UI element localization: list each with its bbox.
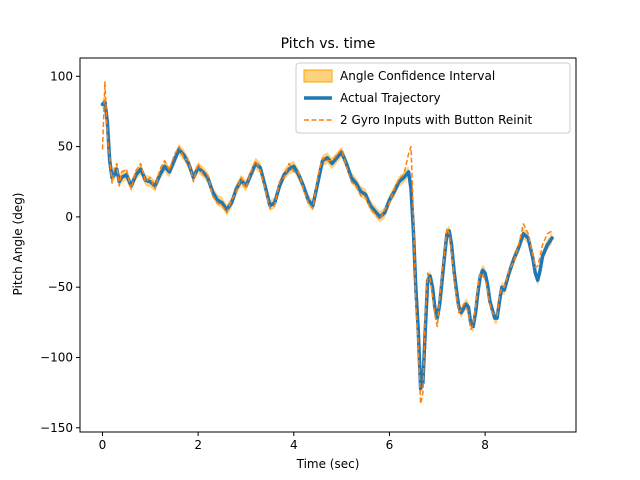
x-tick-label: 6 [386, 438, 394, 452]
y-tick-label: −50 [48, 280, 73, 294]
axes-frame [79, 57, 577, 433]
legend-label: Actual Trajectory [340, 91, 441, 105]
chart-title: Pitch vs. time [281, 36, 376, 52]
y-tick-label: 100 [50, 69, 73, 83]
x-axis-label: Time (sec) [296, 457, 360, 471]
legend-label: 2 Gyro Inputs with Button Reinit [340, 113, 533, 127]
confidence-band [102, 96, 553, 394]
x-axis-ticks: 0 2 4 6 8 [99, 432, 489, 452]
legend-box [295, 62, 571, 134]
x-tick-label: 4 [290, 438, 298, 452]
gyro-estimate-line [101, 81, 553, 405]
legend-swatch-band [303, 69, 333, 83]
y-tick-label: 0 [65, 210, 73, 224]
x-tick-label: 8 [481, 438, 489, 452]
y-tick-label: 50 [58, 140, 73, 154]
y-axis-label: Pitch Angle (deg) [11, 193, 25, 296]
y-axis-ticks: −150 −100 −50 0 50 100 [40, 69, 80, 435]
legend-label: Angle Confidence Interval [340, 69, 495, 83]
legend: Angle Confidence Interval Actual Trajecto… [295, 62, 571, 134]
plot-area [100, 81, 554, 405]
x-tick-label: 0 [99, 438, 107, 452]
y-tick-label: −150 [40, 421, 73, 435]
actual-trajectory-line [100, 99, 554, 391]
y-tick-label: −100 [40, 350, 73, 364]
x-tick-label: 2 [194, 438, 202, 452]
